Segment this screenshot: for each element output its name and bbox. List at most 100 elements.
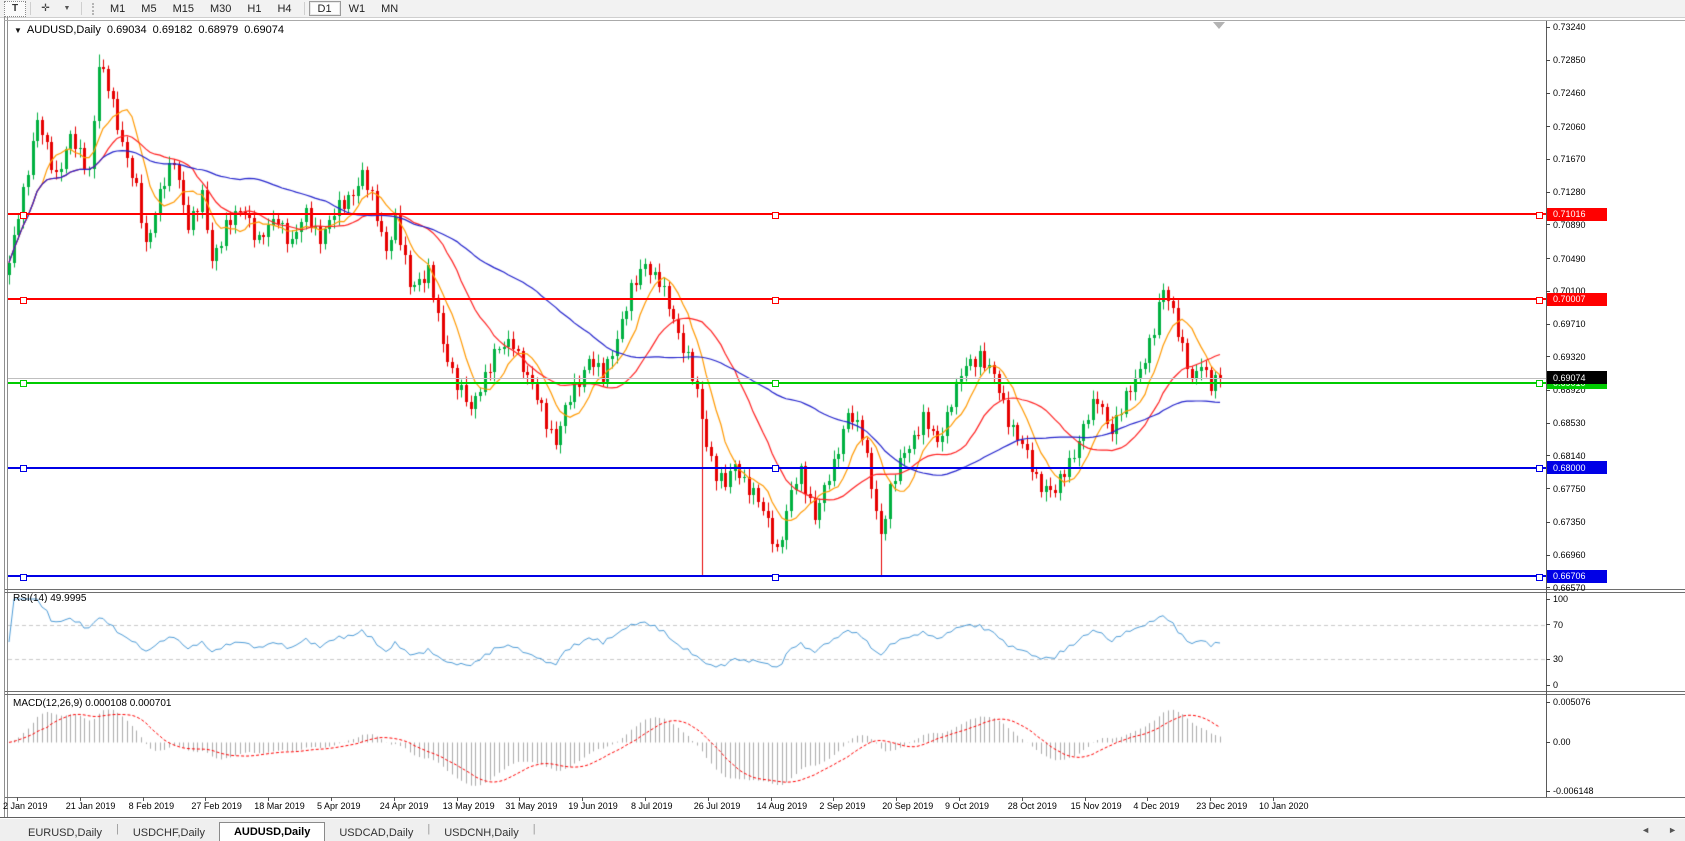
line-handle-left[interactable] [20, 212, 27, 219]
chart-bottom-border [5, 797, 1685, 798]
chevron-down-icon[interactable]: ▼ [63, 5, 71, 12]
timeframe-button-m15[interactable]: M15 [172, 2, 194, 15]
panel-separator[interactable] [5, 592, 1685, 593]
price-tick-label: 0.69710 [1553, 319, 1586, 330]
chart-tab-eurusd[interactable]: EURUSD,Daily [28, 826, 102, 839]
line-handle-left[interactable] [20, 574, 27, 581]
price-tick-label: 0.68140 [1553, 450, 1586, 461]
text-tool-button[interactable]: T [4, 0, 26, 17]
price-tick-label: 0.67750 [1553, 483, 1586, 494]
line-handle-center[interactable] [772, 465, 779, 472]
date-axis-label: 9 Oct 2019 [945, 801, 990, 811]
line-handle-right[interactable] [1536, 212, 1543, 219]
line-handle-right[interactable] [1536, 465, 1543, 472]
macd-indicator-canvas[interactable] [8, 696, 1546, 796]
date-axis-label: 8 Feb 2019 [128, 801, 175, 811]
line-handle-center[interactable] [772, 212, 779, 219]
price-tick: 0.70490 [1546, 253, 1586, 264]
symbol-dropdown-icon[interactable]: ▼ [14, 26, 22, 35]
date-axis-tick [645, 797, 646, 801]
tick-dash [1546, 488, 1550, 490]
line-handle-right[interactable] [1536, 380, 1543, 387]
tick-dash [1546, 356, 1550, 358]
date-axis-label: 13 May 2019 [442, 801, 495, 811]
chart-shift-marker[interactable] [1213, 22, 1225, 29]
price-line-axis-label: 0.70007 [1547, 292, 1607, 306]
price-tick-label: 0.70100 [1553, 286, 1586, 297]
toolbar-separator [303, 2, 305, 15]
tab-scroll-left-icon[interactable]: ◄ [1641, 825, 1651, 835]
date-axis-tick [205, 797, 207, 801]
line-handle-center[interactable] [772, 380, 779, 387]
price-tick-label: 0.72460 [1553, 88, 1586, 98]
tick-dash [1546, 455, 1550, 457]
line-handle-left[interactable] [20, 297, 27, 304]
price-tick: 0.67350 [1546, 517, 1586, 528]
price-tick: 0.72460 [1546, 88, 1586, 99]
price-tick-label: 0.68530 [1553, 418, 1586, 429]
window-frame-left [4, 17, 5, 818]
window-frame-bottom [0, 817, 1685, 818]
price-tick-label: 0.67350 [1553, 517, 1586, 528]
timeframe-button-m5[interactable]: M5 [141, 2, 157, 15]
tick-dash [1546, 224, 1550, 226]
chart-tab-audusd[interactable]: AUDUSD,Daily [218, 822, 326, 841]
price-tick: 0.68920 [1546, 385, 1586, 396]
macd-axis-tick: 0.00 [1546, 737, 1571, 748]
price-tick: 0.66960 [1546, 550, 1586, 561]
line-handle-right[interactable] [1536, 297, 1543, 304]
price-tick: 0.68530 [1546, 418, 1586, 429]
date-axis-label: 14 Aug 2019 [756, 801, 808, 811]
tick-dash [1546, 126, 1550, 128]
timeframe-button-m1[interactable]: M1 [110, 2, 126, 15]
rsi-axis-tick: 100 [1546, 594, 1568, 605]
timeframe-button-mn[interactable]: MN [381, 2, 399, 15]
date-axis-label: 8 Jul 2019 [631, 801, 673, 811]
line-handle-center[interactable] [772, 574, 779, 581]
price-tick-label: 0.66570 [1553, 582, 1586, 593]
date-axis-tick [833, 797, 835, 801]
price-tick-label: 0.70490 [1553, 253, 1586, 264]
price-line-axis-label: 0.66706 [1547, 569, 1607, 583]
line-handle-center[interactable] [772, 297, 779, 304]
date-axis-label: 31 May 2019 [505, 801, 558, 811]
date-axis-label: 15 Nov 2019 [1070, 801, 1122, 811]
price-tick-label: 0.72850 [1553, 55, 1586, 66]
toolbar-separator [30, 2, 31, 15]
timeframe-button-h1[interactable]: H1 [247, 2, 262, 15]
rsi-axis-tick: 0 [1546, 680, 1558, 691]
macd-panel-label: MACD(12,26,9) 0.000108 0.000701 [13, 698, 172, 709]
rsi-indicator-canvas[interactable] [8, 594, 1546, 688]
price-tick: 0.70100 [1546, 286, 1586, 297]
date-axis-label: 23 Dec 2019 [1196, 801, 1248, 811]
price-tick: 0.71670 [1546, 154, 1586, 165]
date-axis-label: 18 Mar 2019 [254, 801, 305, 811]
line-handle-left[interactable] [20, 465, 27, 472]
indicator-cursor-icon[interactable]: ✛ [41, 3, 49, 14]
price-tick: 0.66570 [1546, 582, 1586, 593]
line-handle-right[interactable] [1536, 574, 1543, 581]
date-axis-tick [1273, 797, 1274, 801]
date-axis-tick [1147, 797, 1149, 801]
panel-separator[interactable] [5, 694, 1685, 695]
timeframe-button-w1[interactable]: W1 [348, 2, 366, 15]
chart-tab-usdcad[interactable]: USDCAD,Daily [339, 826, 414, 839]
date-axis-tick [79, 797, 81, 801]
price-tick-label: 0.70890 [1553, 219, 1586, 230]
window-frame-top [4, 20, 1685, 21]
line-handle-left[interactable] [20, 380, 27, 387]
chart-tab-usdchf[interactable]: USDCHF,Daily [132, 826, 205, 839]
main-chart-canvas[interactable] [8, 22, 1546, 590]
tick-dash [1546, 587, 1550, 589]
toolbar-grip [92, 2, 98, 15]
date-axis-label: 28 Oct 2019 [1007, 801, 1057, 811]
timeframe-button-m30[interactable]: M30 [209, 2, 232, 15]
timeframe-button-h4[interactable]: H4 [277, 2, 292, 15]
symbol-label: AUDUSD,Daily [26, 24, 101, 36]
panel-separator[interactable] [5, 589, 1685, 590]
chart-tab-usdcnh[interactable]: USDCNH,Daily [444, 826, 519, 839]
tab-scroll-right-icon[interactable]: ► [1668, 825, 1677, 835]
timeframe-button-d1[interactable]: D1 [308, 1, 341, 16]
panel-separator[interactable] [5, 691, 1685, 692]
price-tick: 0.70890 [1546, 219, 1586, 230]
